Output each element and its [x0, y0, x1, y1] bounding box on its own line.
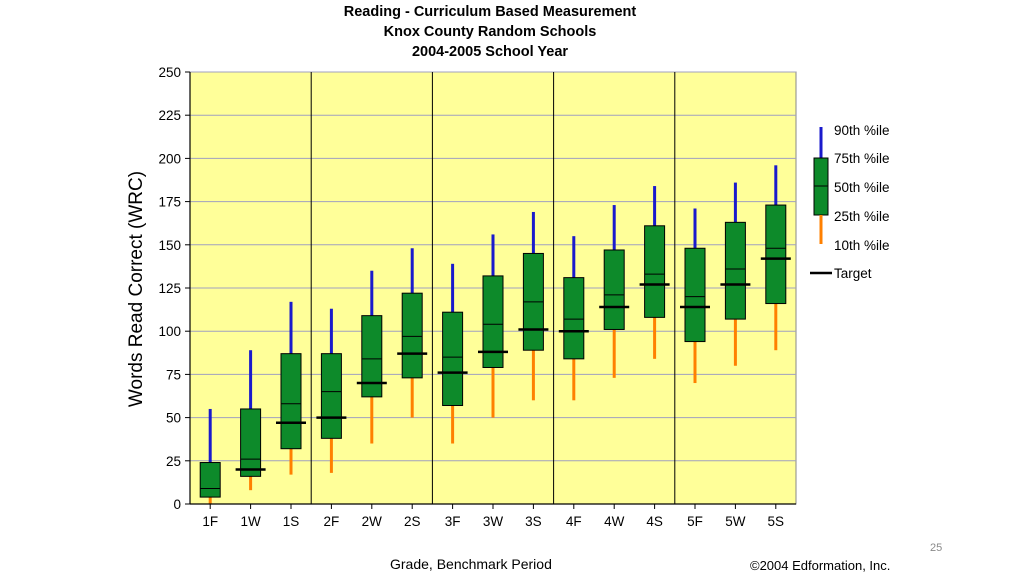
- y-tick-label: 100: [158, 324, 181, 339]
- boxes-layer: [199, 165, 791, 504]
- iqr-box-4F: [563, 277, 585, 360]
- legend-entry: Target: [834, 266, 872, 281]
- chart-title-line-1: Reading - Curriculum Based Measurement: [343, 4, 637, 20]
- y-axis-label: Words Read Correct (WRC): [126, 171, 147, 407]
- iqr-box-5W: [724, 221, 746, 320]
- x-tick-label: 1F: [202, 514, 218, 529]
- chart-title: Reading - Curriculum Based Measurement K…: [260, 2, 720, 62]
- x-tick-label: 2S: [404, 514, 421, 529]
- iqr-box-5F: [684, 247, 706, 343]
- x-tick-label: 4S: [646, 514, 663, 529]
- x-tick-label: 3S: [525, 514, 542, 529]
- y-tick-label: 0: [173, 497, 181, 512]
- legend-entry: 75th %ile: [834, 151, 890, 166]
- y-tick-label: 250: [158, 65, 181, 80]
- legend: 90th %ile 75th %ile 50th %ile 25th %ile 10th…: [810, 123, 890, 281]
- legend-entry: 25th %ile: [834, 209, 890, 224]
- x-tick-label: 5W: [725, 514, 746, 529]
- iqr-box-1S: [280, 353, 302, 450]
- x-tick-label: 4W: [604, 514, 625, 529]
- x-axis-label: Grade, Benchmark Period: [390, 556, 552, 572]
- x-tick-label: 2F: [324, 514, 340, 529]
- iqr-box-3W: [482, 275, 504, 368]
- chart-title-line-2: Knox County Random Schools: [383, 24, 597, 40]
- y-tick-label: 125: [158, 281, 181, 296]
- iqr-box-3F: [442, 311, 464, 407]
- x-tick-label: 1W: [240, 514, 261, 529]
- x-tick-label: 2W: [362, 514, 383, 529]
- iqr-box-2F: [320, 353, 342, 439]
- iqr-box-1W: [240, 408, 262, 477]
- y-tick-label: 75: [166, 367, 181, 382]
- x-tick-label: 3W: [483, 514, 504, 529]
- iqr-box-5S: [765, 204, 787, 305]
- y-tick-label: 200: [158, 151, 181, 166]
- y-tick-label: 175: [158, 195, 181, 210]
- iqr-box-2S: [401, 292, 423, 379]
- x-tick-label: 1S: [283, 514, 300, 529]
- iqr-box-1F: [199, 462, 221, 498]
- axes-layer: 0 25 50 75 100 125 150 175 200 225 250 1F 1W 1S 2F 2W 2S…: [158, 65, 796, 529]
- iqr-box-4W: [603, 249, 625, 330]
- chart-title-line-3: 2004-2005 School Year: [411, 44, 569, 60]
- x-tick-label: 4F: [566, 514, 582, 529]
- y-tick-label: 225: [158, 108, 181, 123]
- iqr-box-2W: [361, 315, 383, 398]
- legend-entry: 10th %ile: [834, 238, 890, 253]
- page-number: 25: [930, 542, 943, 554]
- x-tick-label: 5S: [768, 514, 785, 529]
- x-tick-label: 3F: [445, 514, 461, 529]
- iqr-box-4S: [644, 225, 666, 318]
- legend-entry: 50th %ile: [834, 180, 890, 195]
- y-tick-label: 50: [166, 411, 181, 426]
- legend-entry: 90th %ile: [834, 123, 890, 138]
- copyright-credit: ©2004 Edformation, Inc.: [750, 558, 891, 573]
- x-tick-label: 5F: [687, 514, 703, 529]
- y-tick-label: 150: [158, 238, 181, 253]
- y-tick-label: 25: [166, 454, 181, 469]
